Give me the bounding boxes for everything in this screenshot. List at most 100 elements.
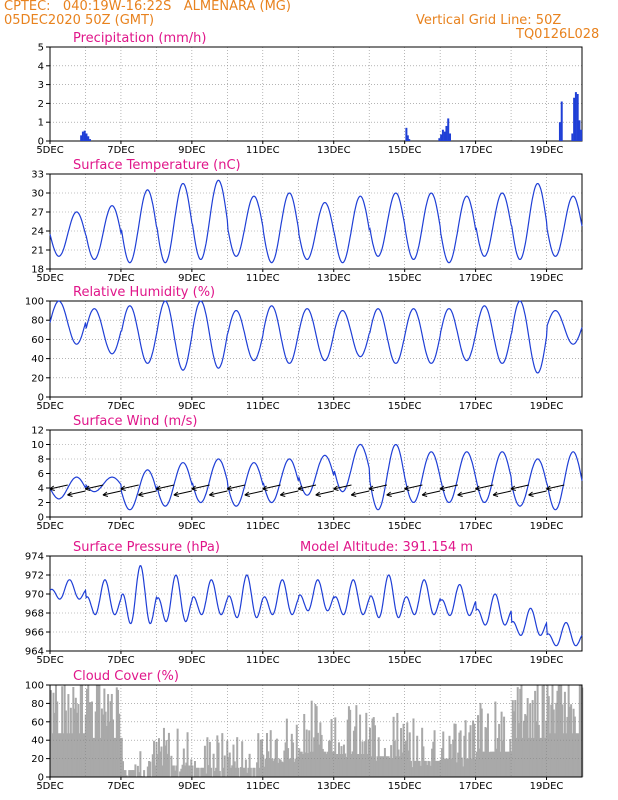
panel-title: Relative Humidity (%) [73,285,215,300]
panel-frame [49,555,583,652]
panel-3: 0 2 4 6 8 10 12 5DEC 7DEC 9DEC 11DEC 13DEC 15DEC 17DE… [31,414,583,532]
cloud-bar [477,715,480,777]
cloud-bar [72,687,75,777]
cloud-bar [380,756,383,777]
cloud-bar [221,733,224,777]
series-line [49,443,583,511]
cloud-bar [485,728,488,777]
x-tick-label: 11DEC [246,781,280,792]
x-tick-label: 5DEC [36,655,63,666]
y-tick-label: 40 [31,354,44,365]
y-tick-label: 10 [31,440,44,451]
cloud-bar [229,767,232,777]
cloud-bar [52,692,55,777]
y-tick-label: 0 [38,773,44,784]
cloud-bar [479,702,482,777]
wind-arrow-head [421,491,428,497]
cloud-bar [129,770,132,777]
panel-title: Cloud Cover (%) [73,669,179,684]
precip-bar [560,101,563,141]
x-tick-label: 15DEC [388,781,422,792]
cloud-bar [563,691,566,777]
cloud-bar [134,764,137,777]
cloud-bar [208,741,211,777]
cloud-bar [544,737,547,777]
cloud-bar [108,721,111,777]
cloud-bar [114,737,117,777]
cloud-bar [252,767,255,777]
cloud-bar [313,737,316,777]
cloud-bar [339,754,342,777]
cloud-bar [467,758,470,777]
panel-frame [49,300,583,398]
panel-frame [49,684,583,778]
cloud-bar [347,706,350,777]
cloud-bar [223,755,226,777]
y-tick-label: 4 [38,61,44,72]
cloud-bar [165,740,168,777]
cloud-bar [105,726,108,777]
wind-arrow [244,490,263,496]
cloud-bar [289,758,292,777]
cloud-bar [113,737,116,777]
cloud-bar [128,770,131,777]
cloud-bar [335,754,338,777]
x-tick-label: 7DEC [107,781,134,792]
y-tick-label: 6 [38,469,44,480]
cloud-bar [401,752,404,777]
wind-arrow-head [49,485,55,491]
y-tick-label: 968 [25,609,44,620]
wind-arrow [351,490,370,496]
precip-bar [89,139,92,141]
x-tick-label: 7DEC [107,655,134,666]
cloud-bar [256,762,259,777]
cloud-bar [100,708,103,777]
cloud-bar [124,770,127,777]
precip-bar [447,118,450,141]
cloud-bar [352,730,355,777]
cloud-bar [486,713,489,777]
wind-arrow [439,484,458,490]
precip-bar [580,129,583,141]
cloud-bar [412,718,415,777]
cloud-bar [398,756,401,777]
x-tick-label: 13DEC [317,145,351,156]
cloud-bar [470,758,473,777]
cloud-bar [288,758,291,777]
cloud-bar [242,767,245,777]
cloud-bar [555,702,558,777]
cloud-bar [337,742,340,777]
cloud-bar [159,751,162,777]
cloud-bar [175,765,178,777]
wind-arrow [386,490,405,496]
wind-arrow [528,490,547,496]
wind-arrow [226,484,246,490]
cloud-bar [270,758,273,777]
cloud-bar [306,753,309,777]
cloud-bar [315,706,318,777]
cloud-bar [236,737,239,777]
cloud-bar [154,765,157,777]
wind-arrow [492,490,512,496]
cloud-bar [504,751,507,777]
y-tick-label: 27 [31,208,44,219]
cloud-bar [361,741,364,777]
wind-arrow-head [404,485,410,491]
wind-arrow-head [475,485,481,491]
cloud-bar [385,756,388,777]
wind-arrow-head [528,491,534,497]
cloud-bar [365,712,368,777]
cloud-bar [139,751,142,777]
cloud-bar [155,741,158,777]
cloud-bar [460,757,463,777]
cloud-bar [149,761,152,777]
cloud-bar [156,754,159,777]
x-tick-label: 11DEC [246,145,280,156]
model-altitude: Model Altitude: 391.154 m [300,540,473,555]
cloud-bar [203,745,206,777]
x-tick-label: 19DEC [530,521,564,532]
cloud-bar [475,751,478,777]
cloud-bar [395,756,398,777]
x-tick-label: 11DEC [246,655,280,666]
precip-bar [87,136,90,141]
